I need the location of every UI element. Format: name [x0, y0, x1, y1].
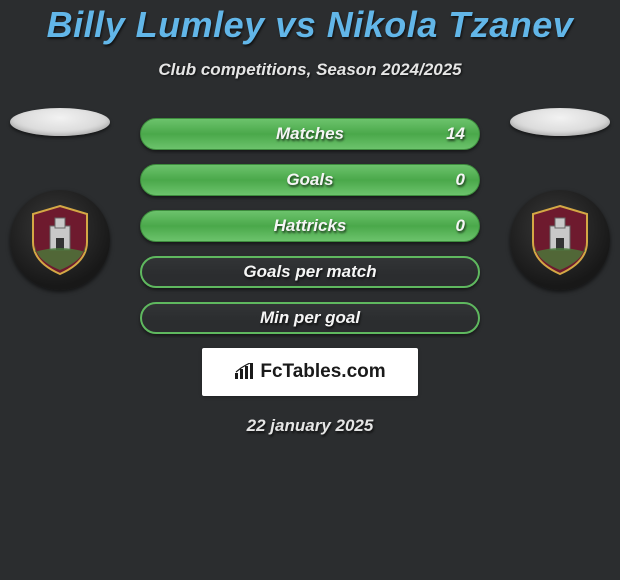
comparison-card: Billy Lumley vs Nikola Tzanev Club compe… — [0, 0, 620, 436]
club-crest-left — [10, 190, 110, 290]
date-line: 22 january 2025 — [0, 416, 620, 436]
stat-bars: Matches 14 Goals 0 Hattricks 0 Goals per… — [140, 118, 480, 334]
stat-label: Goals — [286, 170, 333, 190]
stat-row-hattricks: Hattricks 0 — [140, 210, 480, 242]
player-avatar-left — [10, 108, 110, 136]
stat-label: Hattricks — [274, 216, 347, 236]
player-avatar-right — [510, 108, 610, 136]
page-title: Billy Lumley vs Nikola Tzanev — [0, 4, 620, 46]
stat-row-min-per-goal: Min per goal — [140, 302, 480, 334]
bar-chart-icon — [234, 363, 256, 381]
stat-value-right: 0 — [456, 170, 465, 190]
stat-label: Matches — [276, 124, 344, 144]
stat-row-goals: Goals 0 — [140, 164, 480, 196]
shield-icon — [29, 204, 91, 276]
stat-row-goals-per-match: Goals per match — [140, 256, 480, 288]
club-crest-right — [510, 190, 610, 290]
stats-area: Matches 14 Goals 0 Hattricks 0 Goals per… — [0, 118, 620, 436]
brand-logo: FcTables.com — [234, 361, 385, 383]
stat-value-right: 14 — [446, 124, 465, 144]
brand-box: FcTables.com — [202, 348, 418, 396]
shield-icon — [529, 204, 591, 276]
stat-row-matches: Matches 14 — [140, 118, 480, 150]
stat-label: Min per goal — [260, 308, 360, 328]
stat-value-right: 0 — [456, 216, 465, 236]
brand-text: FcTables.com — [260, 361, 385, 383]
stat-label: Goals per match — [243, 262, 376, 282]
subtitle: Club competitions, Season 2024/2025 — [0, 60, 620, 80]
